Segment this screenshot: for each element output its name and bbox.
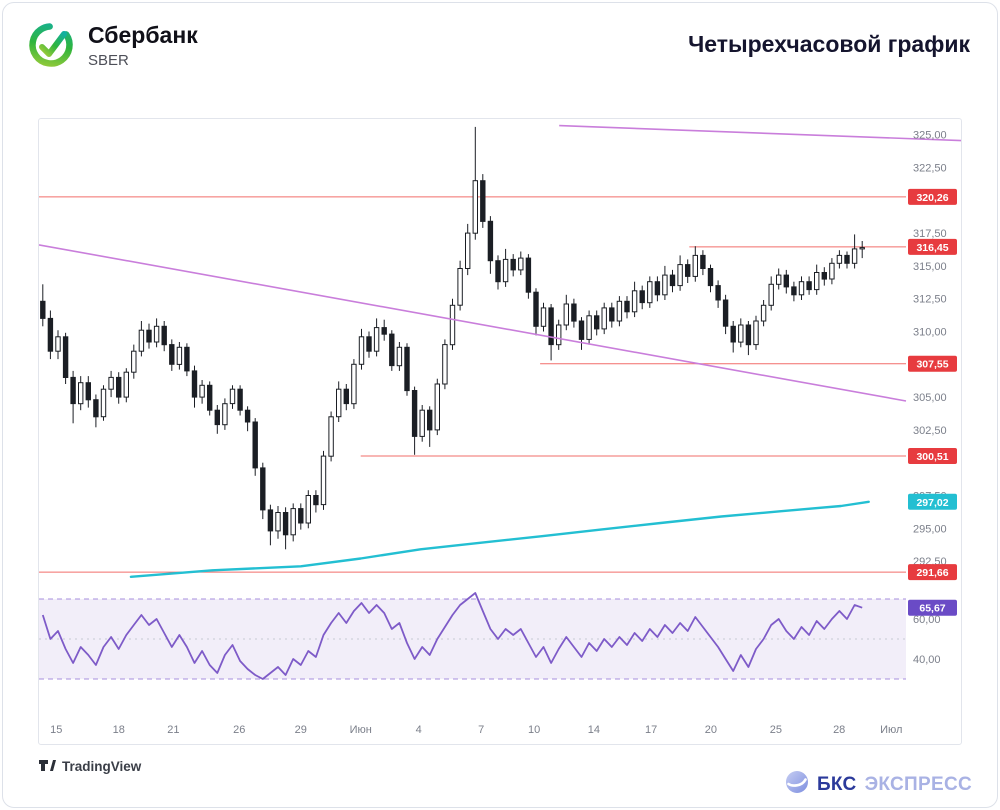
sber-4h-candlestick-chart: 325,00 322,50 317,50 315,00 312,50 310,00 305,… bbox=[39, 124, 961, 736]
svg-text:21: 21 bbox=[167, 724, 179, 736]
svg-text:325,00: 325,00 bbox=[913, 130, 947, 142]
tradingview-attribution: TradingView bbox=[38, 756, 141, 777]
svg-text:Июн: Июн bbox=[350, 724, 372, 736]
svg-text:305,00: 305,00 bbox=[913, 392, 947, 404]
bks-globe-icon bbox=[785, 770, 809, 799]
express-wordmark: ЭКСПРЕСС bbox=[864, 773, 972, 795]
time-axis-labels: 15 18 21 26 29 Июн 4 7 10 14 17 20 25 28 Июл bbox=[50, 724, 902, 736]
svg-text:Июл: Июл bbox=[880, 724, 902, 736]
rsi-line bbox=[41, 592, 863, 680]
svg-text:320,26: 320,26 bbox=[916, 192, 948, 204]
page-title: Четырехчасовой график bbox=[688, 31, 970, 57]
instrument-header: Сбербанк SBER bbox=[28, 22, 198, 73]
svg-text:7: 7 bbox=[478, 724, 484, 736]
bks-express-logo: БКС ЭКСПРЕСС bbox=[785, 770, 972, 799]
svg-text:307,55: 307,55 bbox=[916, 359, 948, 371]
tradingview-logo-icon bbox=[38, 756, 56, 777]
sber-logo-icon bbox=[28, 22, 74, 73]
moving-average-line bbox=[129, 500, 870, 578]
svg-text:317,50: 317,50 bbox=[913, 228, 947, 240]
svg-text:60,00: 60,00 bbox=[913, 614, 941, 626]
svg-text:15: 15 bbox=[50, 724, 62, 736]
svg-text:18: 18 bbox=[113, 724, 125, 736]
svg-text:29: 29 bbox=[295, 724, 307, 736]
svg-text:291,66: 291,66 bbox=[916, 567, 948, 579]
svg-text:20: 20 bbox=[705, 724, 717, 736]
svg-text:312,50: 312,50 bbox=[913, 294, 947, 306]
svg-text:300,51: 300,51 bbox=[916, 451, 948, 463]
svg-text:297,02: 297,02 bbox=[916, 497, 948, 509]
svg-text:315,00: 315,00 bbox=[913, 261, 947, 273]
svg-text:310,00: 310,00 bbox=[913, 327, 947, 339]
price-axis-labels: 325,00 322,50 317,50 315,00 312,50 310,00 305,… bbox=[913, 130, 947, 666]
chart-container: 325,00 322,50 317,50 315,00 312,50 310,00 305,… bbox=[38, 118, 962, 745]
svg-text:17: 17 bbox=[645, 724, 657, 736]
bks-wordmark: БКС bbox=[816, 773, 857, 795]
support-resistance-lines bbox=[39, 196, 906, 573]
svg-text:302,50: 302,50 bbox=[913, 425, 947, 437]
svg-text:14: 14 bbox=[588, 724, 600, 736]
instrument-name: Сбербанк bbox=[88, 22, 198, 48]
rsi-pane bbox=[39, 592, 906, 680]
svg-text:25: 25 bbox=[770, 724, 782, 736]
svg-text:26: 26 bbox=[233, 724, 245, 736]
svg-text:40,00: 40,00 bbox=[913, 654, 941, 666]
svg-text:28: 28 bbox=[833, 724, 845, 736]
candles-layer bbox=[40, 126, 865, 550]
svg-text:295,00: 295,00 bbox=[913, 523, 947, 535]
instrument-ticker: SBER bbox=[88, 52, 129, 70]
trendlines-layer bbox=[39, 124, 961, 402]
tradingview-label: TradingView bbox=[62, 759, 142, 774]
svg-text:65,67: 65,67 bbox=[919, 603, 945, 615]
price-badges: 320,26 316,45 307,55 300,51 297,02 291,66 65,6… bbox=[908, 188, 957, 616]
svg-text:316,45: 316,45 bbox=[916, 242, 948, 254]
svg-text:10: 10 bbox=[528, 724, 540, 736]
svg-text:4: 4 bbox=[416, 724, 422, 736]
svg-text:322,50: 322,50 bbox=[913, 163, 947, 175]
